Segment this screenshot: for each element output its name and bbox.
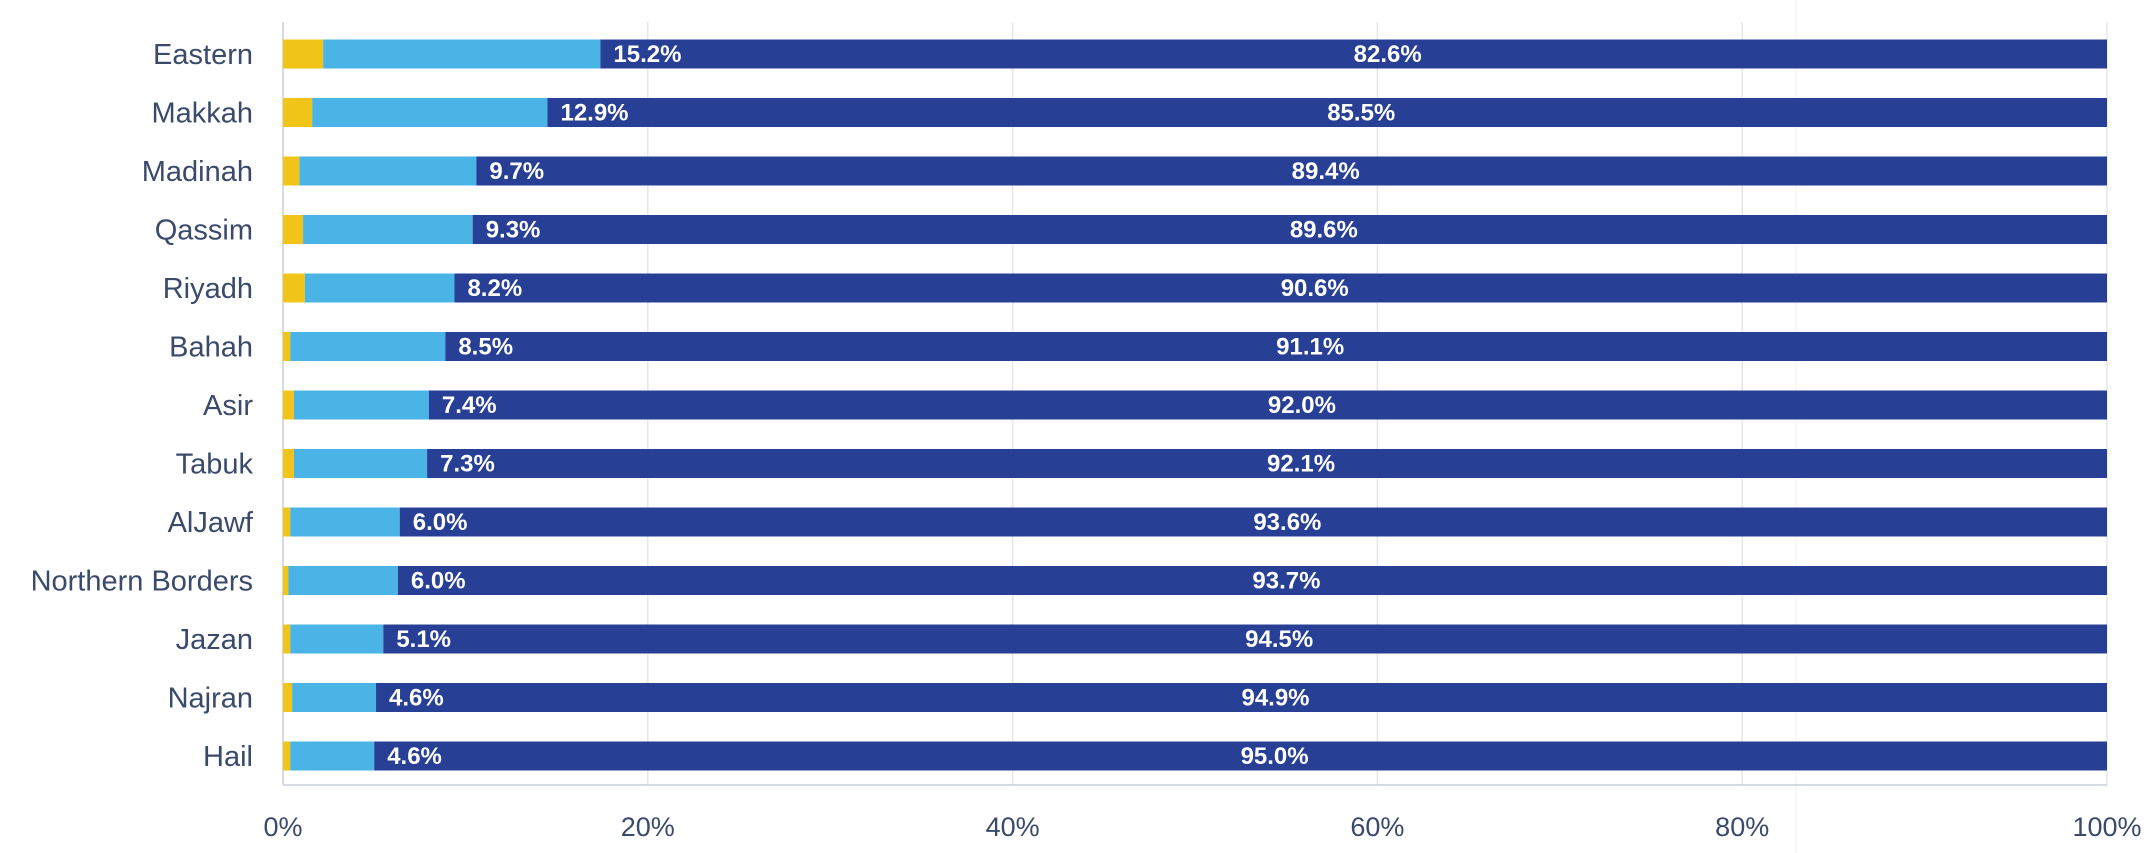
bar-segment bbox=[283, 273, 305, 303]
bar-segment bbox=[399, 507, 2108, 537]
bar-segment bbox=[283, 683, 293, 712]
data-label: 9.3% bbox=[486, 217, 541, 244]
bar-segment bbox=[299, 156, 477, 186]
data-label: 90.6% bbox=[1281, 275, 1349, 302]
category-label: Madinah bbox=[142, 156, 253, 188]
bar-segment bbox=[293, 449, 428, 478]
data-label: 4.6% bbox=[387, 743, 442, 770]
data-labels: 15.2% 82.6% 12.9% 85.5% 9.7% 89.4% 9.3% 89.6% 8.… bbox=[387, 41, 1422, 770]
data-label: 6.0% bbox=[413, 509, 468, 536]
bar-segment bbox=[283, 566, 289, 595]
bar-segment bbox=[383, 624, 2107, 654]
category-label: AlJawf bbox=[168, 507, 254, 539]
bar-segment bbox=[283, 449, 294, 478]
category-labels: Eastern Makkah Madinah Qassim Riyadh Bahah Asi… bbox=[31, 39, 254, 773]
bar-segment bbox=[283, 507, 291, 537]
category-label: Northern Borders bbox=[31, 566, 253, 598]
x-tick-label: 0% bbox=[263, 812, 302, 842]
x-tick-label: 20% bbox=[621, 812, 675, 842]
data-label: 9.7% bbox=[489, 158, 544, 185]
category-label: Tabuk bbox=[176, 449, 254, 481]
bar-segment bbox=[292, 683, 377, 712]
bar-segment bbox=[454, 273, 2107, 303]
data-label: 4.6% bbox=[389, 685, 444, 712]
bar-segment bbox=[293, 390, 429, 420]
bar-segment bbox=[283, 39, 324, 69]
category-label: Asir bbox=[203, 390, 253, 422]
x-tick-label: 40% bbox=[986, 812, 1040, 842]
category-label: Qassim bbox=[155, 215, 253, 247]
bar-segment bbox=[600, 39, 2107, 69]
data-label: 94.5% bbox=[1245, 626, 1313, 653]
category-label: Hail bbox=[203, 741, 253, 773]
data-label: 12.9% bbox=[560, 100, 628, 127]
data-label: 89.4% bbox=[1292, 158, 1360, 185]
data-label: 92.1% bbox=[1267, 451, 1335, 478]
data-label: 94.9% bbox=[1241, 685, 1309, 712]
bar-segment bbox=[283, 156, 300, 186]
data-label: 91.1% bbox=[1276, 334, 1344, 361]
category-label: Eastern bbox=[153, 39, 253, 71]
bar-segment bbox=[427, 449, 2108, 478]
bar-segment bbox=[547, 98, 2107, 127]
bar-segment bbox=[376, 683, 2108, 712]
bar-segment bbox=[283, 741, 291, 771]
category-label: Jazan bbox=[176, 624, 253, 656]
bar-segment bbox=[283, 390, 294, 420]
bar-segment bbox=[288, 566, 398, 595]
category-label: Bahah bbox=[169, 332, 253, 364]
bar-segment bbox=[445, 332, 2108, 361]
data-label: 8.5% bbox=[458, 334, 513, 361]
bar-segment bbox=[290, 332, 446, 361]
data-label: 82.6% bbox=[1354, 41, 1422, 68]
bars bbox=[283, 39, 2108, 771]
x-tick-labels: 0% 20% 40% 60% 80% 100% bbox=[263, 812, 2141, 842]
data-label: 5.1% bbox=[396, 626, 451, 653]
bar-segment bbox=[304, 273, 455, 303]
bar-segment bbox=[290, 507, 400, 537]
category-label: Makkah bbox=[151, 98, 253, 130]
bar-segment bbox=[283, 624, 291, 654]
data-label: 15.2% bbox=[613, 41, 681, 68]
bar-segment bbox=[323, 39, 601, 69]
category-label: Najran bbox=[168, 683, 253, 715]
data-label: 93.7% bbox=[1252, 568, 1320, 595]
bar-segment bbox=[303, 215, 473, 244]
data-label: 85.5% bbox=[1327, 100, 1395, 127]
data-label: 89.6% bbox=[1290, 217, 1358, 244]
bar-segment bbox=[290, 741, 375, 771]
bar-segment bbox=[283, 215, 304, 244]
x-tick-label: 80% bbox=[1715, 812, 1769, 842]
bar-segment bbox=[428, 390, 2107, 420]
data-label: 7.3% bbox=[440, 451, 495, 478]
data-label: 95.0% bbox=[1241, 743, 1309, 770]
data-label: 6.0% bbox=[411, 568, 466, 595]
bar-segment bbox=[397, 566, 2107, 595]
category-label: Riyadh bbox=[163, 273, 253, 305]
data-label: 93.6% bbox=[1253, 509, 1321, 536]
data-label: 8.2% bbox=[467, 275, 522, 302]
x-tick-label: 60% bbox=[1350, 812, 1404, 842]
bar-segment bbox=[374, 741, 2108, 771]
data-label: 92.0% bbox=[1268, 392, 1336, 419]
x-tick-label: 100% bbox=[2072, 812, 2141, 842]
bar-segment bbox=[472, 215, 2107, 244]
bar-segment bbox=[312, 98, 548, 127]
bar-segment bbox=[290, 624, 384, 654]
bar-segment bbox=[476, 156, 2107, 186]
bar-segment bbox=[283, 98, 313, 127]
gridlines bbox=[647, 0, 2108, 853]
bar-segment bbox=[283, 332, 291, 361]
data-label: 7.4% bbox=[442, 392, 497, 419]
